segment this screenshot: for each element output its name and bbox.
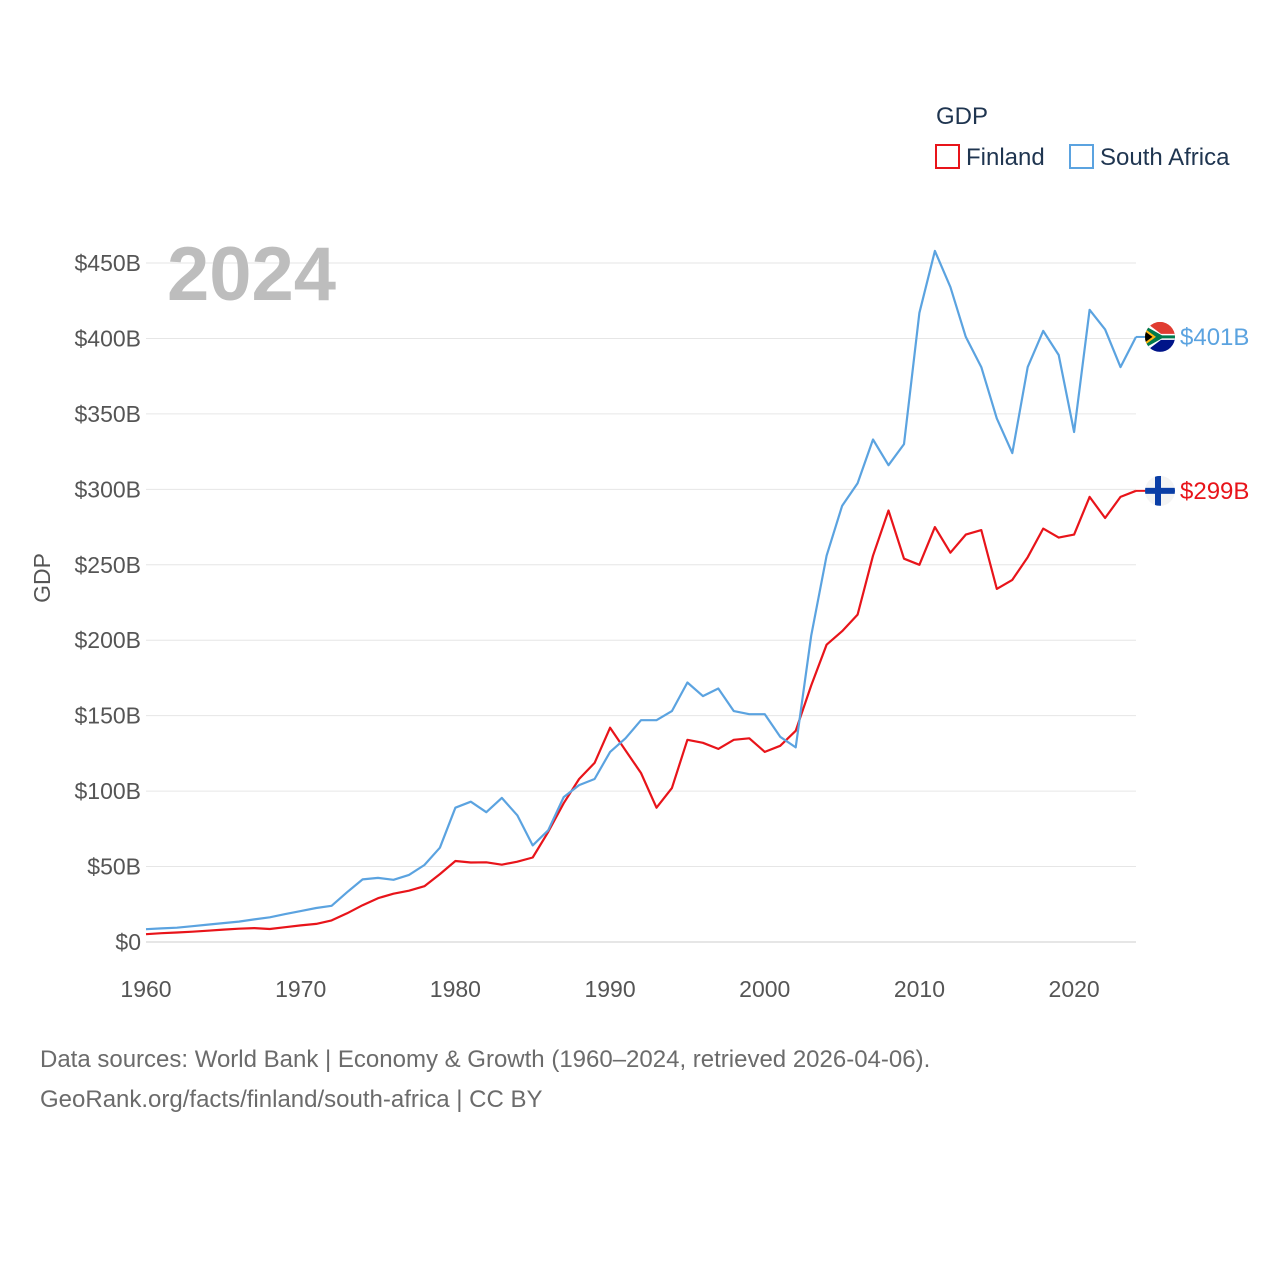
source-line-2[interactable]: GeoRank.org/facts/finland/south-africa |…	[40, 1086, 543, 1113]
source-note: Data sources: World Bank | Economy & Gro…	[40, 1040, 930, 1120]
legend-label-finland: Finland	[966, 144, 1045, 171]
y-tick-label: $150B	[74, 703, 141, 729]
legend-swatch-south-africa	[1069, 144, 1094, 169]
legend[interactable]: GDP Finland South Africa	[935, 103, 1230, 171]
y-tick-label: $50B	[87, 854, 141, 880]
y-tick-label: $450B	[74, 250, 141, 276]
x-tick-label: 1990	[584, 976, 635, 1002]
end-value-label-finland: $299B	[1180, 478, 1249, 505]
x-tick-label: 1980	[430, 976, 481, 1002]
gridlines	[146, 262, 1136, 868]
y-tick-label: $350B	[74, 401, 141, 427]
series-line-south-africa[interactable]	[145, 249, 1137, 931]
x-tick-label: 1970	[275, 976, 326, 1002]
legend-swatch-finland	[935, 144, 960, 169]
legend-label-south-africa: South Africa	[1100, 144, 1230, 171]
y-tick-label: $100B	[74, 778, 141, 804]
y-tick-label: $200B	[74, 627, 141, 653]
y-axis-label: GDP	[29, 553, 55, 603]
x-tick-label: 2010	[894, 976, 945, 1002]
legend-item-finland[interactable]: Finland	[935, 144, 1045, 171]
series-line-finland[interactable]	[145, 489, 1137, 936]
x-tick-label: 2020	[1049, 976, 1100, 1002]
south-africa-flag-icon	[1145, 321, 1175, 352]
y-axis-ticks: $0 $50B $100B $150B $200B $250B $300B $350B $400…	[74, 250, 141, 955]
y-tick-label: $250B	[74, 552, 141, 578]
y-tick-label: $0	[115, 929, 141, 955]
series-end-markers: $299B $401B	[1136, 321, 1249, 506]
source-line-1: Data sources: World Bank | Economy & Gro…	[40, 1046, 931, 1073]
x-tick-label: 1960	[120, 976, 171, 1002]
y-tick-label: $300B	[74, 476, 141, 502]
end-value-label-south-africa: $401B	[1180, 324, 1249, 351]
y-tick-label: $400B	[74, 325, 141, 351]
finland-flag-icon	[1145, 475, 1175, 506]
series-lines	[145, 249, 1137, 936]
x-axis-ticks: 1960 1970 1980 1990 2000 2010 2020	[120, 976, 1099, 1002]
legend-item-south-africa[interactable]: South Africa	[1069, 144, 1230, 171]
legend-title: GDP	[936, 103, 988, 130]
x-tick-label: 2000	[739, 976, 790, 1002]
year-label: 2024	[167, 232, 336, 317]
